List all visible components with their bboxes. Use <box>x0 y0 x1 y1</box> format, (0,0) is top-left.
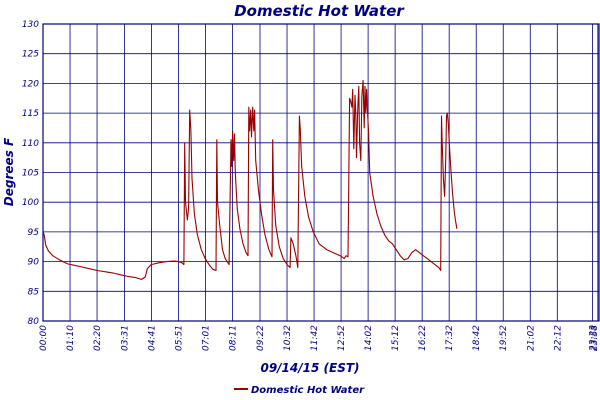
x-tick-label: 23:23 <box>588 325 598 351</box>
y-tick-label: 105 <box>22 169 39 179</box>
y-tick-label: 130 <box>22 20 39 30</box>
y-tick-label: 80 <box>28 317 40 327</box>
x-tick-label: 07:01 <box>202 325 212 351</box>
y-tick-label: 120 <box>22 79 39 89</box>
x-tick-label: 16:22 <box>418 325 428 351</box>
x-tick-label: 19:52 <box>499 325 509 351</box>
x-axis-ticks: 00:00 01:10 02:20 03:31 04:41 05:51 07:01 08:11… <box>39 325 600 351</box>
y-axis-label: Degrees F <box>2 137 16 206</box>
chart-title: Domestic Hot Water <box>234 2 405 20</box>
x-tick-label: 12:52 <box>337 325 347 351</box>
plot-frame <box>42 23 600 322</box>
y-axis-ticks: 80 85 90 95 100 105 110 115 120 125 130 <box>22 20 39 327</box>
x-tick-label: 23:58 <box>590 325 600 351</box>
x-axis-label: 09/14/15 (EST) <box>260 361 359 375</box>
y-tick-label: 100 <box>22 198 39 208</box>
x-tick-label: 04:41 <box>147 325 157 351</box>
x-tick-label: 02:20 <box>93 325 103 351</box>
y-tick-label: 115 <box>22 109 39 119</box>
x-tick-label: 11:42 <box>310 325 320 351</box>
y-tick-label: 85 <box>28 287 40 297</box>
y-tick-label: 125 <box>22 50 39 60</box>
x-tick-label: 17:32 <box>445 325 455 351</box>
y-tick-label: 110 <box>22 139 39 149</box>
x-tick-label: 18:42 <box>472 325 482 351</box>
series-line-domestic-hot-water <box>42 79 458 280</box>
x-tick-label: 10:32 <box>283 325 293 351</box>
legend-label: Domestic Hot Water <box>251 385 365 396</box>
x-tick-label: 00:00 <box>39 325 49 351</box>
y-tick-label: 95 <box>28 228 40 238</box>
x-tick-label: 21:02 <box>526 325 536 351</box>
x-tick-label: 22:12 <box>553 325 563 351</box>
x-tick-label: 01:10 <box>66 325 76 351</box>
x-tick-label: 14:02 <box>364 325 374 351</box>
x-tick-label: 05:51 <box>175 325 185 351</box>
x-tick-label: 08:11 <box>229 325 239 351</box>
x-tick-label: 03:31 <box>120 325 130 351</box>
x-tick-label: 15:12 <box>391 325 401 351</box>
x-tick-label: 09:22 <box>256 325 266 351</box>
y-tick-label: 90 <box>28 258 40 268</box>
